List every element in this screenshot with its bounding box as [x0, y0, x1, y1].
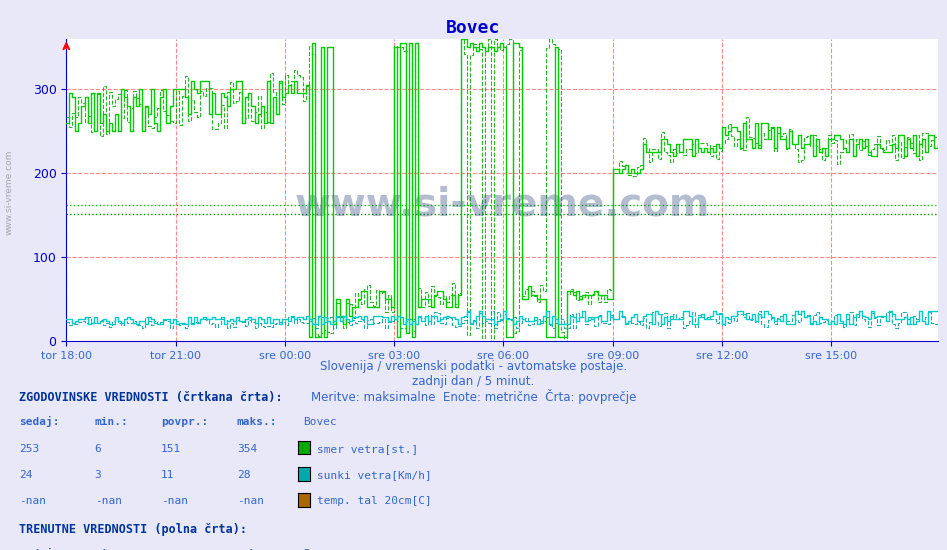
Text: 24: 24 [19, 470, 32, 480]
Text: povpr.:: povpr.: [161, 549, 208, 550]
Text: -nan: -nan [95, 497, 122, 507]
Text: maks.:: maks.: [237, 549, 277, 550]
Text: sedaj:: sedaj: [19, 548, 60, 550]
Text: Bovec: Bovec [446, 19, 501, 37]
Text: -nan: -nan [19, 497, 46, 507]
Text: -nan: -nan [161, 497, 188, 507]
Text: povpr.:: povpr.: [161, 417, 208, 427]
Text: www.si-vreme.com: www.si-vreme.com [5, 150, 14, 235]
Text: -nan: -nan [237, 497, 264, 507]
Text: 6: 6 [95, 444, 101, 454]
Text: 3: 3 [95, 470, 101, 480]
Text: www.si-vreme.com: www.si-vreme.com [295, 186, 709, 224]
Text: Meritve: maksimalne  Enote: metrične  Črta: povprečje: Meritve: maksimalne Enote: metrične Črta… [311, 389, 636, 404]
Text: 151: 151 [161, 444, 181, 454]
Text: 11: 11 [161, 470, 174, 480]
Text: 28: 28 [237, 470, 250, 480]
Text: sunki vetra[Km/h]: sunki vetra[Km/h] [317, 470, 432, 480]
Text: TRENUTNE VREDNOSTI (polna črta):: TRENUTNE VREDNOSTI (polna črta): [19, 524, 247, 536]
Text: sedaj:: sedaj: [19, 416, 60, 427]
Text: Bovec: Bovec [303, 417, 337, 427]
Text: Bovec: Bovec [303, 549, 337, 550]
Text: min.:: min.: [95, 417, 129, 427]
Text: 354: 354 [237, 444, 257, 454]
Text: Slovenija / vremenski podatki - avtomatske postaje.: Slovenija / vremenski podatki - avtomats… [320, 360, 627, 373]
Text: min.:: min.: [95, 549, 129, 550]
Text: ZGODOVINSKE VREDNOSTI (črtkana črta):: ZGODOVINSKE VREDNOSTI (črtkana črta): [19, 392, 282, 404]
Text: temp. tal 20cm[C]: temp. tal 20cm[C] [317, 497, 432, 507]
Text: 253: 253 [19, 444, 39, 454]
Text: maks.:: maks.: [237, 417, 277, 427]
Text: smer vetra[st.]: smer vetra[st.] [317, 444, 419, 454]
Text: zadnji dan / 5 minut.: zadnji dan / 5 minut. [412, 375, 535, 388]
